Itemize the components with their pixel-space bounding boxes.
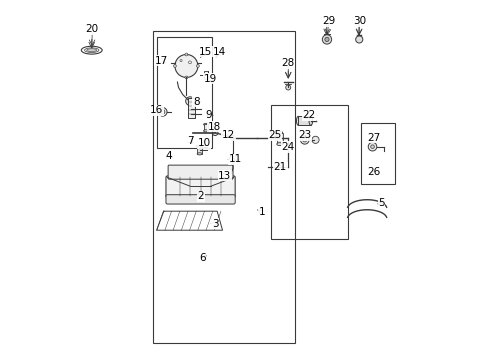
Circle shape — [274, 135, 279, 140]
Text: 17: 17 — [154, 56, 167, 66]
Ellipse shape — [308, 116, 312, 125]
Text: 24: 24 — [281, 142, 294, 152]
Text: 29: 29 — [322, 17, 335, 27]
Text: 15: 15 — [198, 47, 211, 57]
Bar — [203, 125, 207, 131]
Circle shape — [185, 97, 194, 105]
Circle shape — [196, 64, 199, 67]
Bar — [203, 71, 207, 78]
Circle shape — [184, 76, 187, 79]
Circle shape — [302, 138, 306, 142]
Text: 26: 26 — [367, 167, 380, 177]
Ellipse shape — [197, 145, 202, 147]
Circle shape — [173, 64, 176, 67]
Ellipse shape — [276, 143, 282, 145]
Text: 11: 11 — [228, 154, 242, 164]
Bar — [156, 37, 212, 148]
Text: 25: 25 — [268, 130, 282, 140]
Text: 4: 4 — [165, 150, 172, 161]
Circle shape — [322, 35, 331, 44]
FancyBboxPatch shape — [165, 195, 235, 204]
Circle shape — [212, 130, 218, 135]
Text: 28: 28 — [281, 58, 294, 68]
Bar — [276, 133, 282, 144]
Bar — [197, 146, 202, 154]
Bar — [153, 31, 294, 343]
Text: 30: 30 — [352, 17, 365, 27]
Circle shape — [160, 110, 164, 114]
Text: 6: 6 — [199, 253, 205, 263]
Circle shape — [230, 135, 235, 140]
Bar — [271, 105, 348, 239]
Text: 7: 7 — [186, 136, 193, 145]
Text: 2: 2 — [197, 191, 203, 201]
Circle shape — [367, 142, 376, 151]
Text: 12: 12 — [221, 130, 235, 140]
Circle shape — [300, 135, 308, 144]
Text: 8: 8 — [192, 97, 199, 107]
Circle shape — [370, 145, 373, 148]
Bar — [298, 116, 310, 125]
Circle shape — [184, 53, 187, 56]
Ellipse shape — [197, 153, 202, 155]
Text: 16: 16 — [150, 105, 163, 115]
Circle shape — [158, 108, 167, 116]
Circle shape — [324, 37, 328, 41]
Text: 9: 9 — [205, 111, 211, 121]
Text: 3: 3 — [211, 219, 218, 229]
Text: 5: 5 — [377, 198, 384, 208]
Text: 19: 19 — [203, 74, 217, 84]
Text: 1: 1 — [258, 207, 264, 217]
Text: 23: 23 — [298, 130, 311, 140]
Circle shape — [285, 85, 290, 90]
Text: 13: 13 — [218, 171, 231, 181]
Text: 22: 22 — [302, 111, 315, 121]
Text: 20: 20 — [85, 24, 99, 35]
Text: 14: 14 — [212, 47, 225, 57]
FancyBboxPatch shape — [168, 165, 233, 179]
Ellipse shape — [276, 131, 282, 134]
Text: 18: 18 — [207, 122, 220, 132]
Bar — [187, 98, 195, 118]
Ellipse shape — [203, 123, 207, 126]
Ellipse shape — [86, 49, 97, 51]
Bar — [360, 123, 394, 184]
FancyBboxPatch shape — [165, 176, 235, 198]
Ellipse shape — [296, 116, 300, 125]
Circle shape — [175, 54, 198, 77]
Circle shape — [311, 136, 319, 143]
Text: 21: 21 — [273, 162, 286, 172]
Text: 27: 27 — [367, 133, 380, 143]
Ellipse shape — [203, 130, 207, 132]
Text: 10: 10 — [197, 139, 210, 148]
Circle shape — [355, 36, 362, 43]
